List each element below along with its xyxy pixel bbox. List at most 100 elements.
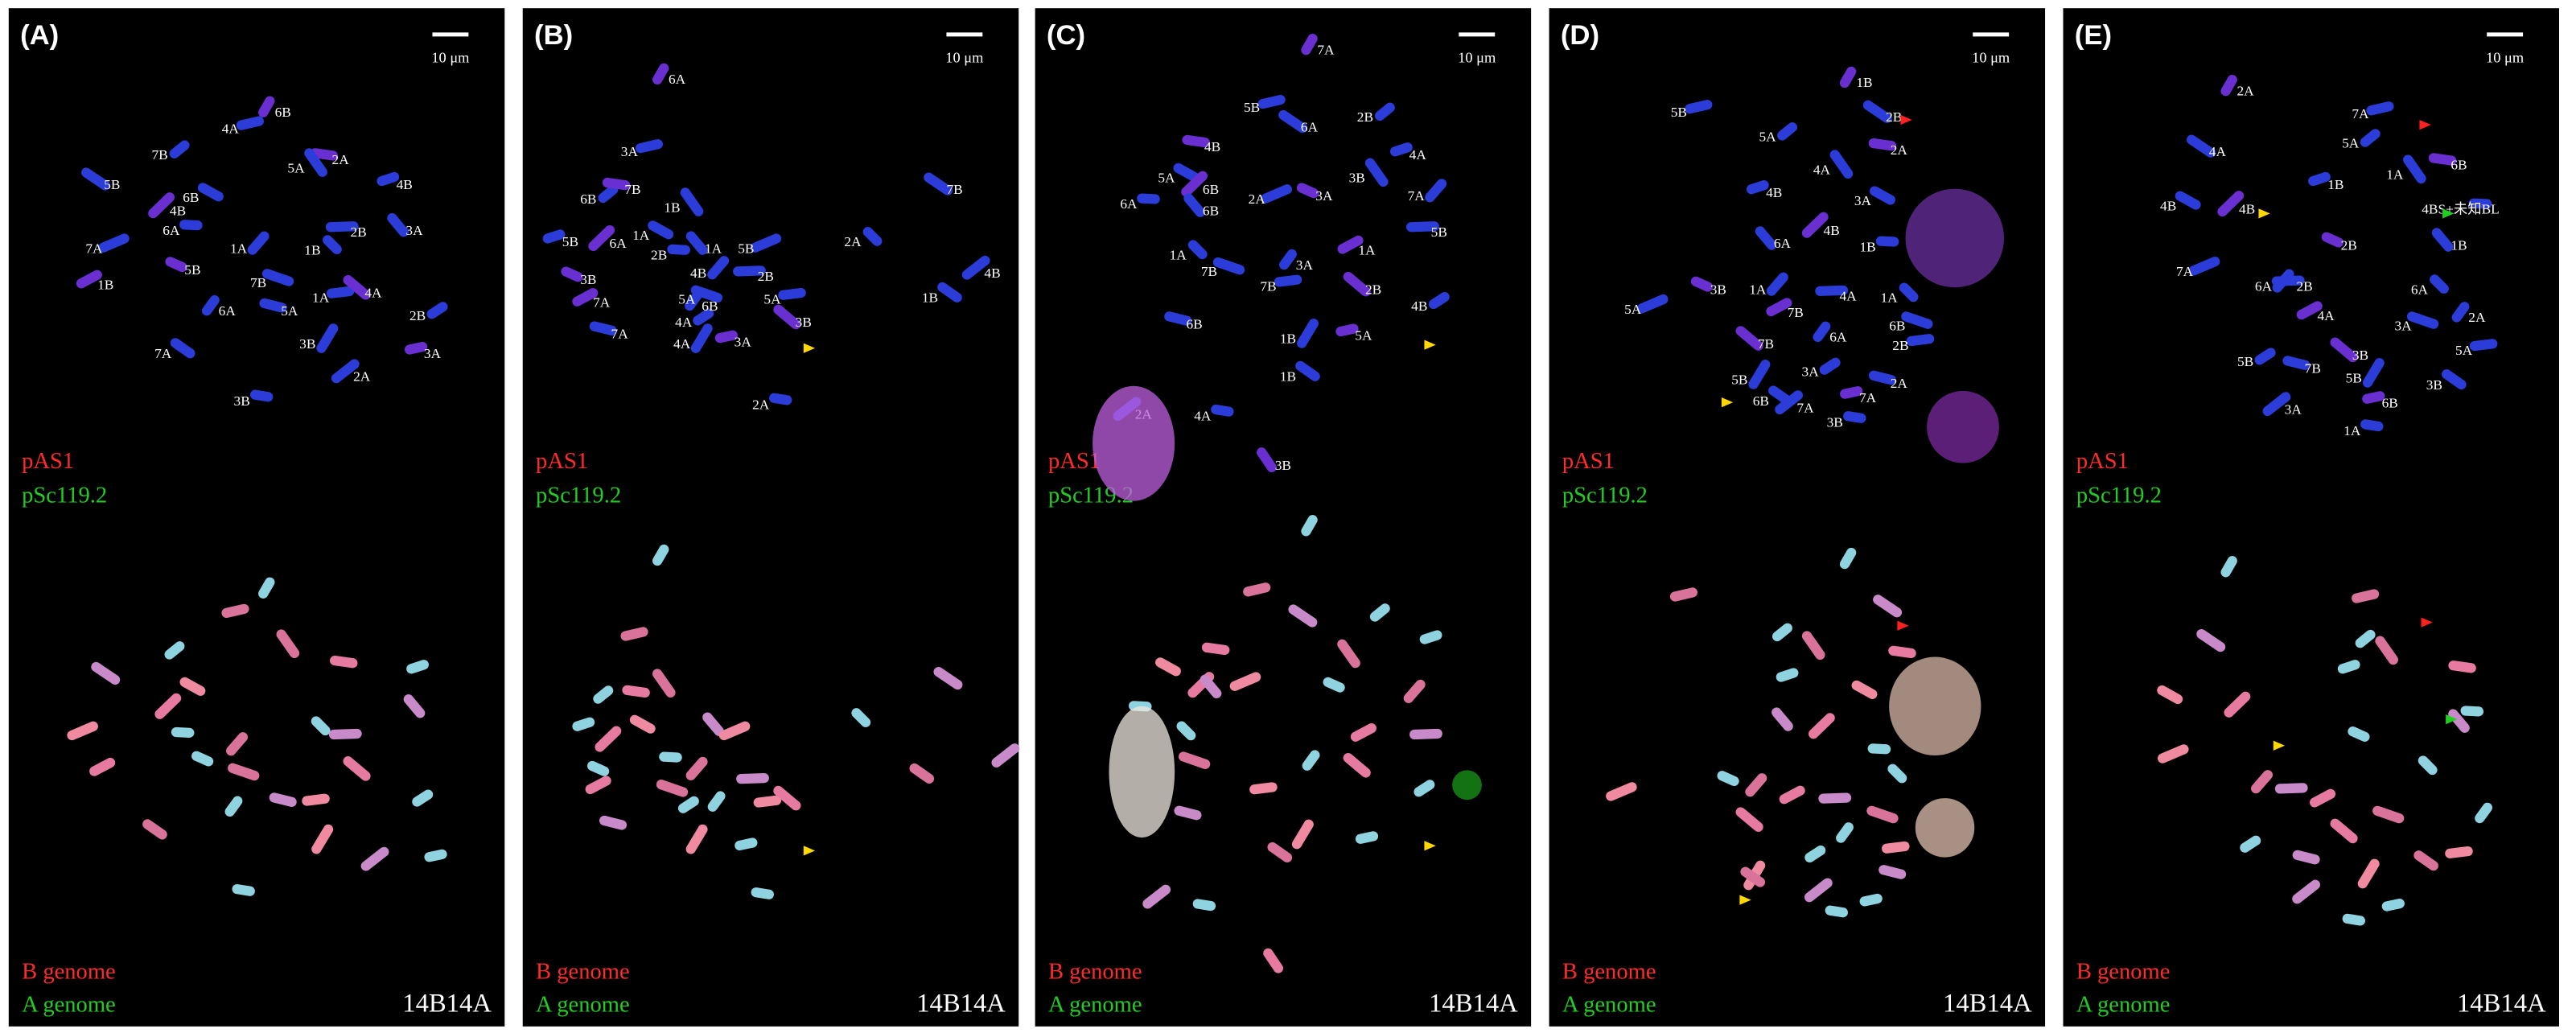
chromosome-label: 5A xyxy=(1759,130,1776,145)
genome-label: B genome xyxy=(536,960,630,985)
chromosome xyxy=(1843,411,1866,423)
chromosome-gish xyxy=(1200,674,1222,699)
chromosome xyxy=(1181,171,1208,197)
chromosome-gish xyxy=(91,661,121,685)
chromosome-label: 4B xyxy=(1411,298,1427,314)
chromosome-gish xyxy=(403,694,426,718)
chromosome-gish xyxy=(595,726,622,752)
chromosome-label: 3A xyxy=(424,346,442,361)
chromosome-label: 2A xyxy=(844,234,862,249)
chromosome-label: 1A xyxy=(2344,423,2361,438)
chromosome xyxy=(2217,191,2245,217)
chromosome xyxy=(331,359,360,384)
chromosome-label: 3A xyxy=(1802,364,1820,379)
chromosome xyxy=(1815,285,1849,296)
chromosome-gish xyxy=(718,721,751,741)
chromosome-label: 2A xyxy=(2468,310,2486,325)
chromosome xyxy=(2451,302,2470,323)
chromosome xyxy=(648,220,674,240)
chromosome-gish xyxy=(2196,629,2226,652)
chromosome-gish xyxy=(1772,707,1793,731)
chromosome-label: 5B xyxy=(738,241,754,256)
chromosome-label: 3A xyxy=(735,335,752,350)
chromosome-gish xyxy=(1740,866,1766,887)
chromosome-label: 1B xyxy=(664,200,680,215)
chromosome-label: 7B xyxy=(1758,336,1774,352)
chromosome-gish xyxy=(2448,709,2470,733)
nucleus xyxy=(1093,385,1175,501)
chromosome-gish xyxy=(1735,807,1763,832)
chromosome-label: 6B xyxy=(183,190,199,205)
chromosome-gish xyxy=(1776,668,1799,682)
chromosome-label: 1B xyxy=(97,277,113,292)
chromosome-gish xyxy=(773,785,801,811)
chromosome xyxy=(2254,348,2276,365)
chromosome xyxy=(1748,360,1771,389)
chromosome-label: 5B xyxy=(1731,372,1747,388)
chromosome xyxy=(2428,153,2457,166)
chromosome-label: 7A xyxy=(1317,42,1335,57)
chromosome-gish xyxy=(2158,744,2189,763)
panel-background xyxy=(522,8,1019,1027)
chromosome xyxy=(1164,311,1192,326)
chromosome-label: 4B xyxy=(1204,139,1220,154)
chromosome-gish xyxy=(1369,603,1390,622)
chromosome-label: 1A xyxy=(1881,290,1899,306)
chromosome xyxy=(1261,184,1292,204)
chromosome-gish xyxy=(1801,631,1825,661)
genome-label: A genome xyxy=(1562,992,1656,1017)
chromosome xyxy=(2308,171,2331,187)
chromosome-label: 3B xyxy=(580,272,596,287)
chromosome-label: 3A xyxy=(1315,188,1333,204)
chromosome xyxy=(2362,358,2385,388)
chromosome-label: 4B xyxy=(690,265,706,281)
genome-label: A genome xyxy=(536,992,630,1017)
chromosome-label: 6B xyxy=(1889,318,1905,333)
chromosome-label: 2A xyxy=(1249,191,1266,207)
chromosome xyxy=(924,172,953,195)
chromosome-gish xyxy=(424,849,447,862)
sample-label: 14B14A xyxy=(1943,989,2032,1018)
chromosome-gish xyxy=(572,717,595,731)
chromosome-label: 5A xyxy=(763,292,781,307)
chromosome-label: 6B xyxy=(1203,182,1219,197)
genome-label: A genome xyxy=(2076,992,2171,1017)
chromosome-gish xyxy=(1302,750,1320,771)
chromosome-gish xyxy=(1155,657,1181,677)
chromosome-gish xyxy=(1717,771,1739,787)
chromosome-gish xyxy=(67,721,98,741)
chromosome xyxy=(2330,337,2358,363)
chromosome-gish xyxy=(933,666,963,690)
chromosome xyxy=(1425,179,1447,203)
chromosome-gish xyxy=(1859,893,1883,907)
chromosome-gish xyxy=(2251,770,2274,794)
chromosome-label: 6A xyxy=(1301,119,1319,134)
chromosome-label: 1B xyxy=(1280,369,1296,385)
chromosome-gish xyxy=(302,793,330,806)
chromosome-label: 3B xyxy=(2352,348,2368,363)
chromosome-gish xyxy=(1176,721,1196,741)
chromosome xyxy=(572,288,599,307)
chromosome-gish xyxy=(707,791,726,812)
chromosome-gish xyxy=(1825,905,1848,918)
chromosome-gish xyxy=(2445,846,2473,858)
chromosome-label: 6B xyxy=(580,191,596,207)
chromosome-label: 4BS+未知BL xyxy=(2422,201,2500,216)
arrow xyxy=(2258,208,2270,219)
chromosome-label: 4A xyxy=(1194,409,1212,424)
chromosome-label: 2B xyxy=(1886,109,1902,125)
chromosome xyxy=(2321,232,2344,248)
arrow xyxy=(1739,895,1751,905)
chromosome-gish xyxy=(585,776,611,795)
chromosome-label: 5A xyxy=(287,160,305,175)
arrow xyxy=(1897,620,1909,631)
chromosome-gish xyxy=(2337,660,2360,674)
chromosome xyxy=(247,231,270,255)
chromosome xyxy=(259,298,287,313)
chromosome-label: 6A xyxy=(163,223,180,238)
chromosome-gish xyxy=(269,792,297,807)
chromosome-label: 7B xyxy=(1201,264,1217,279)
probe-label: pSc119.2 xyxy=(22,484,107,508)
chromosome-gish xyxy=(685,824,708,854)
